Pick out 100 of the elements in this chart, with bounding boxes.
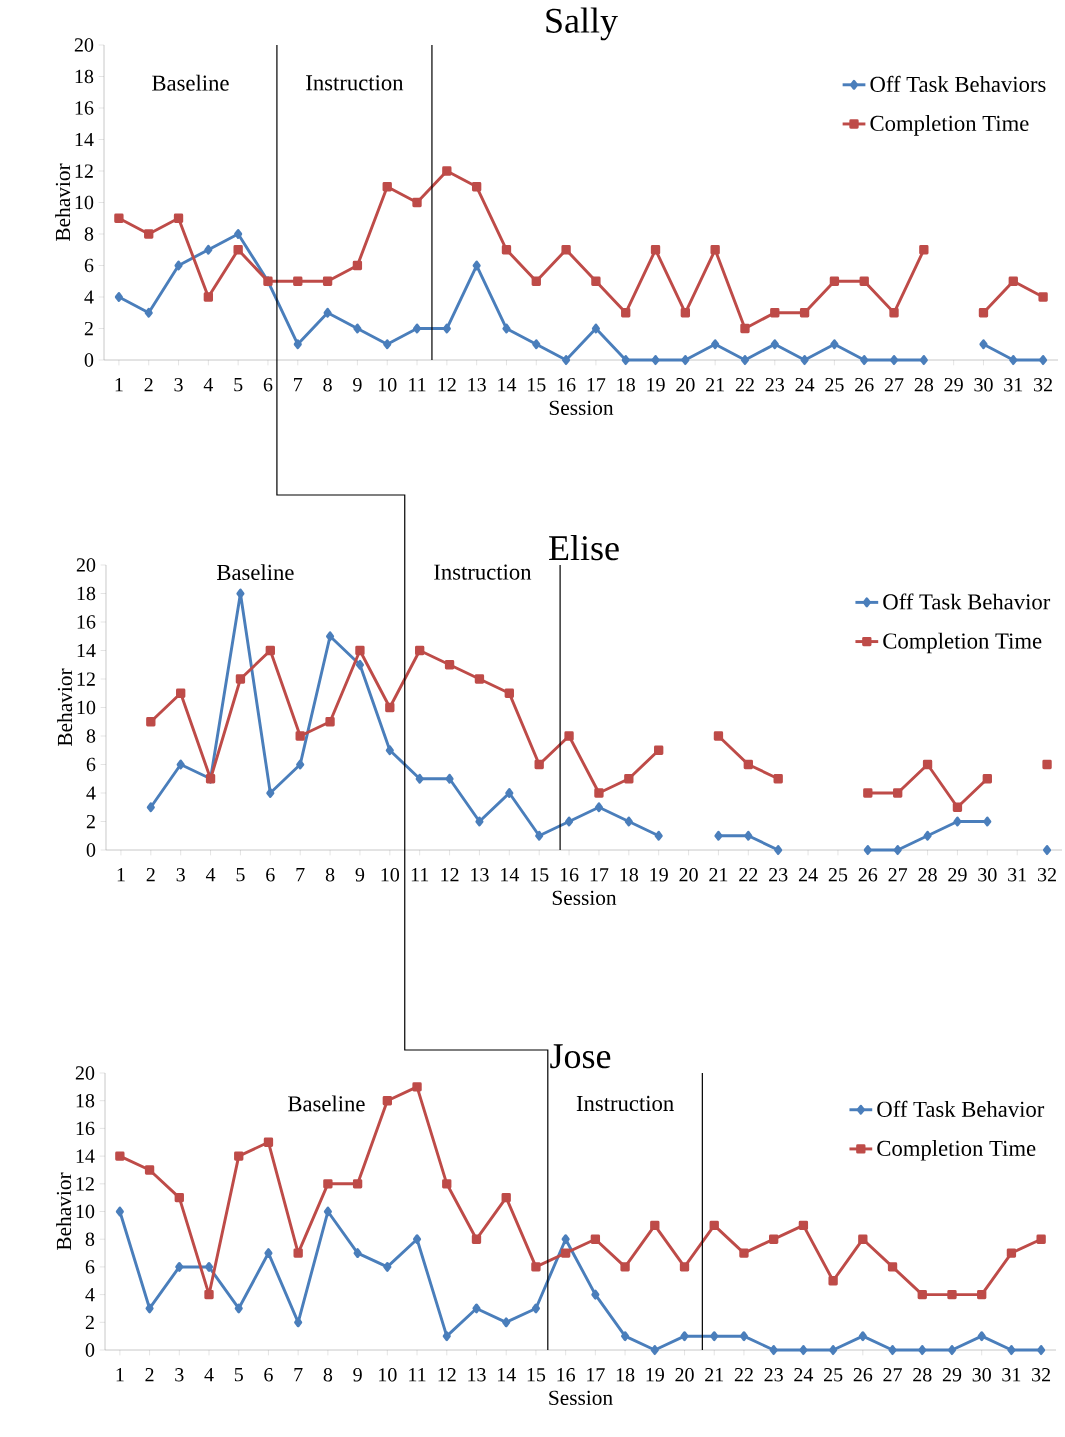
x-tick-label: 23 <box>765 378 785 392</box>
y-tick-label: 14 <box>75 132 94 147</box>
annotation: Baseline <box>152 74 229 91</box>
y-tick-label: 18 <box>77 586 96 601</box>
y-tick-label: 2 <box>84 321 93 336</box>
x-tick-label: 21 <box>709 868 728 882</box>
x-tick-label: 12 <box>441 868 459 882</box>
chart-title: Elise <box>549 534 619 561</box>
x-tick-label: 5 <box>234 378 243 392</box>
chart-title: Jose <box>550 1044 611 1069</box>
y-tick-label: 8 <box>85 1232 95 1246</box>
x-tick-label: 16 <box>557 378 576 392</box>
y-tick-label: 2 <box>85 1315 94 1329</box>
y-tick-label: 0 <box>86 843 96 857</box>
x-tick-label: 15 <box>530 868 549 882</box>
x-tick-label: 32 <box>1034 378 1052 392</box>
y-tick-label: 10 <box>77 700 96 715</box>
y-tick-label: 20 <box>75 1066 95 1080</box>
y-axis-title: Behavior <box>56 1172 72 1251</box>
x-tick-label: 12 <box>438 1368 456 1382</box>
x-tick-label: 26 <box>858 868 878 882</box>
x-tick-label: 2 <box>144 378 153 392</box>
x-tick-label: 1 <box>115 378 123 392</box>
annotation: Instruction <box>306 75 404 91</box>
y-tick-label: 6 <box>86 757 96 772</box>
x-axis-title: Session <box>549 400 614 416</box>
x-tick-label: 9 <box>355 868 365 882</box>
y-tick-label: 2 <box>86 814 95 829</box>
y-axis-title: Behavior <box>57 668 73 746</box>
x-tick-label: 17 <box>590 868 609 882</box>
x-tick-label: 22 <box>734 1368 753 1382</box>
x-tick-label: 8 <box>323 378 332 392</box>
x-tick-label: 23 <box>764 1368 783 1382</box>
x-tick-label: 1 <box>116 1368 124 1382</box>
x-tick-label: 32 <box>1032 1368 1051 1382</box>
x-tick-label: 21 <box>706 378 724 392</box>
chart-title: Sally <box>546 7 618 41</box>
y-tick-label: 4 <box>86 786 96 800</box>
y-tick-label: 12 <box>76 1177 94 1191</box>
legend-label: Completion Time <box>877 1140 1036 1161</box>
x-tick-label: 24 <box>798 868 818 882</box>
y-tick-label: 6 <box>85 1260 95 1274</box>
x-tick-label: 8 <box>325 868 335 882</box>
y-tick-label: 18 <box>75 69 94 84</box>
x-tick-label: 27 <box>883 1368 902 1382</box>
x-tick-label: 26 <box>855 378 874 392</box>
y-tick-label: 12 <box>75 164 93 178</box>
x-tick-label: 11 <box>409 1368 426 1382</box>
x-tick-label: 12 <box>438 378 456 392</box>
x-tick-label: 15 <box>527 1368 546 1382</box>
x-tick-label: 6 <box>264 1368 273 1382</box>
x-tick-label: 24 <box>795 378 815 392</box>
x-tick-label: 31 <box>1002 1368 1021 1382</box>
x-tick-label: 23 <box>769 868 788 882</box>
x-tick-label: 20 <box>679 868 698 882</box>
x-tick-label: 3 <box>176 868 185 882</box>
x-tick-label: 19 <box>650 868 668 882</box>
x-axis-title: Session <box>549 1390 613 1406</box>
y-tick-label: 16 <box>76 1121 95 1136</box>
x-tick-label: 18 <box>617 378 635 392</box>
legend-label: Off Task Behaviors <box>870 75 1046 92</box>
x-tick-label: 14 <box>498 378 517 392</box>
x-tick-label: 29 <box>948 868 967 882</box>
x-tick-label: 28 <box>914 378 934 392</box>
x-tick-label: 8 <box>323 1368 333 1382</box>
y-tick-label: 18 <box>76 1093 95 1108</box>
annotation: Baseline <box>217 564 294 581</box>
x-tick-label: 2 <box>146 868 155 882</box>
x-tick-label: 29 <box>944 378 963 392</box>
x-tick-label: 31 <box>1008 868 1026 882</box>
x-tick-label: 26 <box>853 1368 873 1382</box>
x-tick-label: 13 <box>468 1368 486 1382</box>
x-tick-label: 4 <box>204 1368 214 1382</box>
x-tick-label: 25 <box>828 868 848 882</box>
y-tick-label: 0 <box>85 1343 95 1357</box>
x-tick-label: 28 <box>918 868 937 882</box>
x-tick-label: 17 <box>587 378 606 392</box>
x-tick-label: 25 <box>823 1368 843 1382</box>
x-tick-label: 9 <box>353 1368 362 1382</box>
y-tick-label: 14 <box>76 1149 95 1163</box>
y-tick-label: 6 <box>84 258 94 273</box>
legend-label: Completion Time <box>883 632 1042 654</box>
x-tick-label: 13 <box>468 378 486 392</box>
x-tick-label: 9 <box>353 378 362 392</box>
x-tick-label: 14 <box>501 868 519 882</box>
x-axis-title: Session <box>552 890 617 906</box>
y-axis-title: Behavior <box>55 163 71 241</box>
x-tick-label: 20 <box>676 378 695 392</box>
y-tick-label: 4 <box>85 1288 95 1302</box>
x-tick-label: 25 <box>825 378 844 392</box>
x-tick-label: 7 <box>296 868 305 882</box>
annotation: Instruction <box>576 1095 674 1112</box>
x-tick-label: 29 <box>942 1368 962 1382</box>
x-tick-label: 19 <box>646 1368 664 1382</box>
x-tick-label: 13 <box>471 868 489 882</box>
x-tick-label: 4 <box>205 868 216 882</box>
y-tick-label: 8 <box>86 729 96 743</box>
legend-label: Off Task Behavior <box>883 593 1051 610</box>
annotation: Baseline <box>288 1095 365 1112</box>
x-tick-label: 17 <box>587 1368 605 1382</box>
